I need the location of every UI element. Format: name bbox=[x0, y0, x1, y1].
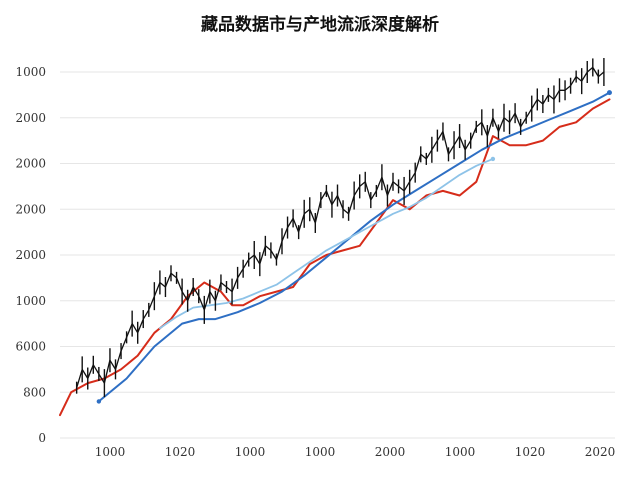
x-tick-label: 1000 bbox=[235, 445, 266, 459]
series-line-smooth bbox=[97, 91, 611, 403]
x-tick-label: 1000 bbox=[445, 445, 476, 459]
y-tick-label: 2000 bbox=[15, 248, 46, 262]
x-tick-label: 1000 bbox=[305, 445, 336, 459]
x-tick-label: 1020 bbox=[515, 445, 546, 459]
series-end-marker bbox=[606, 90, 612, 96]
series-line-trend bbox=[59, 98, 611, 417]
y-tick-label: 6000 bbox=[15, 340, 46, 354]
chart-title: 藏品数据市与产地流派深度解析 bbox=[201, 15, 439, 35]
x-tick-label: 1020 bbox=[165, 445, 196, 459]
y-tick-label: 2000 bbox=[15, 202, 46, 216]
series-end-marker bbox=[490, 156, 496, 162]
y-tick-label: 2000 bbox=[15, 157, 46, 171]
x-tick-label: 2020 bbox=[585, 445, 616, 459]
y-tick-label: 0 bbox=[38, 431, 46, 445]
series-line-volatile bbox=[76, 66, 605, 389]
x-tick-label: 2000 bbox=[375, 445, 406, 459]
x-tick-label: 1000 bbox=[95, 445, 126, 459]
y-tick-label: 800 bbox=[23, 385, 46, 399]
series-start-marker bbox=[96, 399, 102, 404]
y-tick-label: 1000 bbox=[15, 294, 46, 308]
y-tick-label: 1000 bbox=[15, 65, 46, 79]
y-tick-label: 2000 bbox=[15, 111, 46, 125]
